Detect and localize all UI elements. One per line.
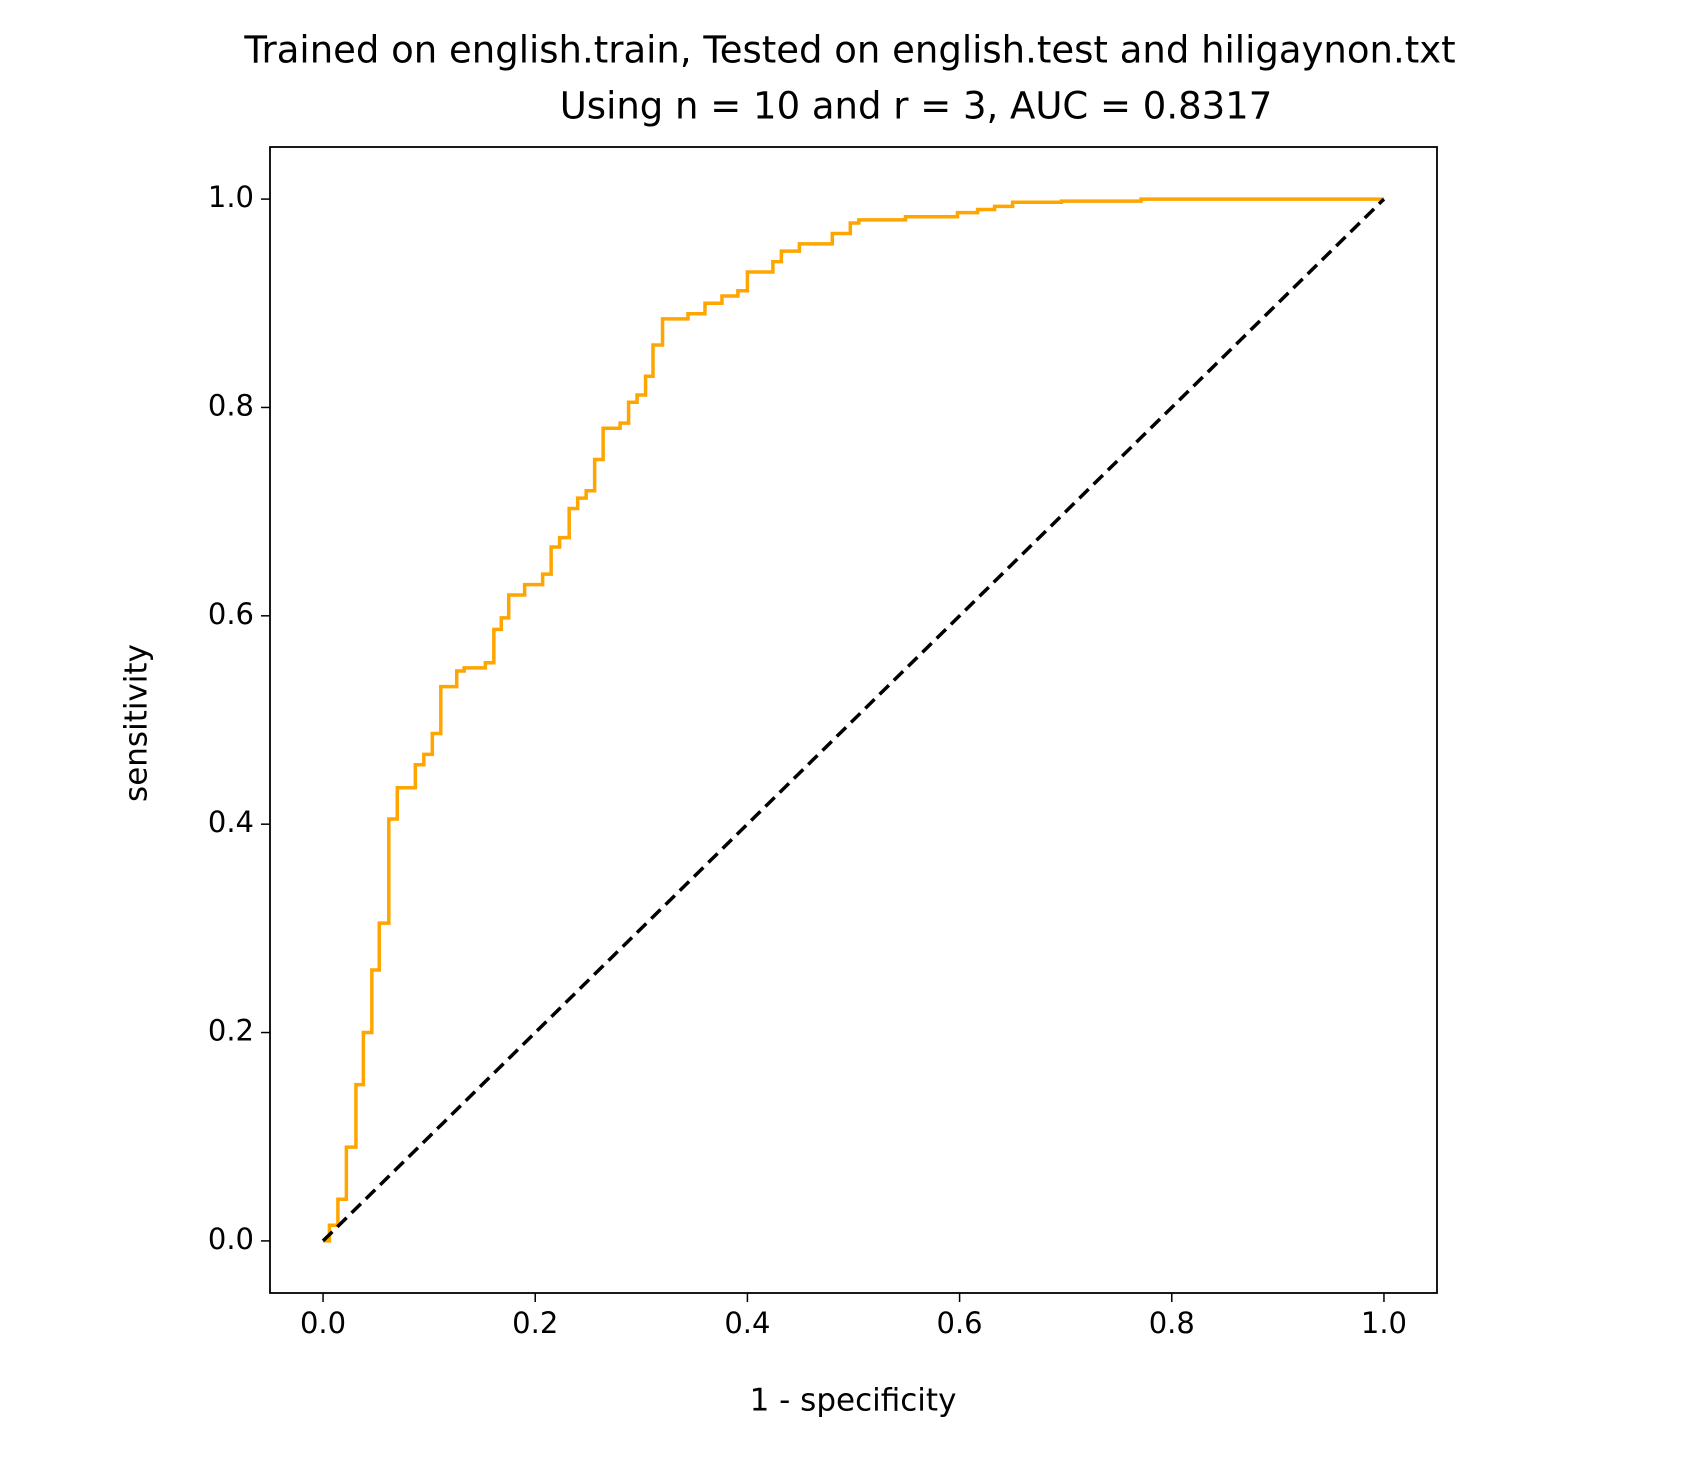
y-tick-label: 0.4	[208, 805, 254, 839]
x-tick-label: 1.0	[1361, 1306, 1407, 1340]
x-axis-label: 1 - specificity	[750, 1383, 957, 1419]
y-tick-label: 0.2	[208, 1014, 254, 1048]
plot-frame	[269, 146, 1438, 1294]
x-tick-label: 0.0	[300, 1306, 346, 1340]
diagonal-line	[321, 197, 1386, 1243]
y-tick-label: 1.0	[208, 180, 254, 214]
chart-title: Trained on english.train, Tested on engl…	[243, 29, 1455, 72]
x-tick-label: 0.4	[724, 1306, 770, 1340]
x-tick-label: 0.2	[512, 1306, 558, 1340]
y-axis-label: sensitivity	[119, 644, 155, 802]
y-tick-label: 0.0	[208, 1222, 254, 1256]
y-tick-label: 0.6	[208, 597, 254, 631]
roc-curve	[323, 197, 1384, 1243]
x-tick-label: 0.6	[937, 1306, 983, 1340]
x-tick-label: 0.8	[1149, 1306, 1195, 1340]
chart-subtitle: Using n = 10 and r = 3, AUC = 0.8317	[560, 85, 1273, 128]
y-tick-label: 0.8	[208, 388, 254, 422]
